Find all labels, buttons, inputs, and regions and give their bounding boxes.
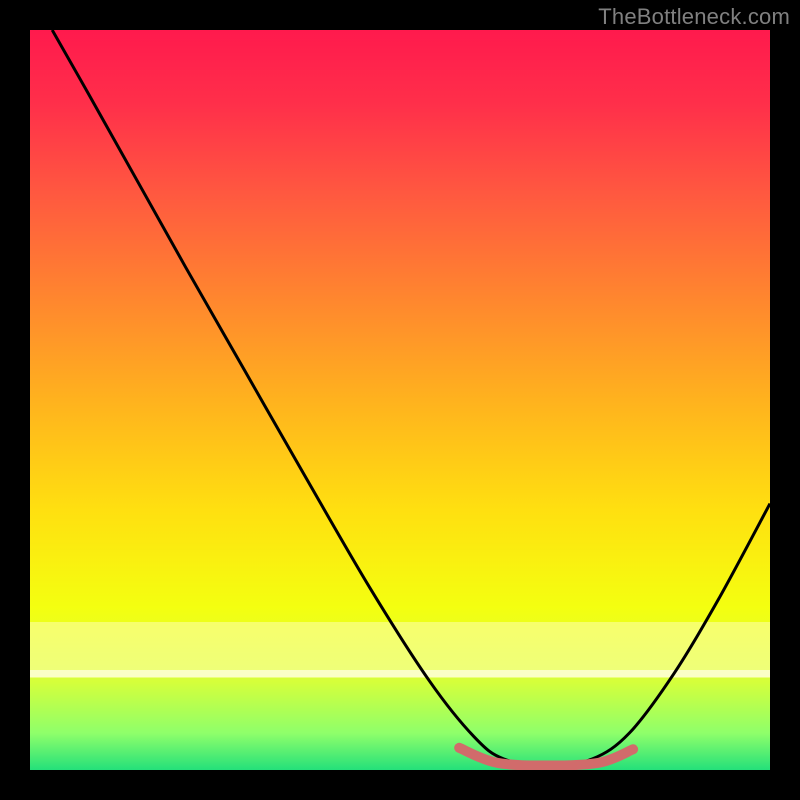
bottleneck-curve	[52, 30, 770, 766]
watermark-text: TheBottleneck.com	[598, 4, 790, 30]
plot-area	[30, 30, 770, 770]
curve-layer	[30, 30, 770, 770]
chart-frame: TheBottleneck.com	[0, 0, 800, 800]
